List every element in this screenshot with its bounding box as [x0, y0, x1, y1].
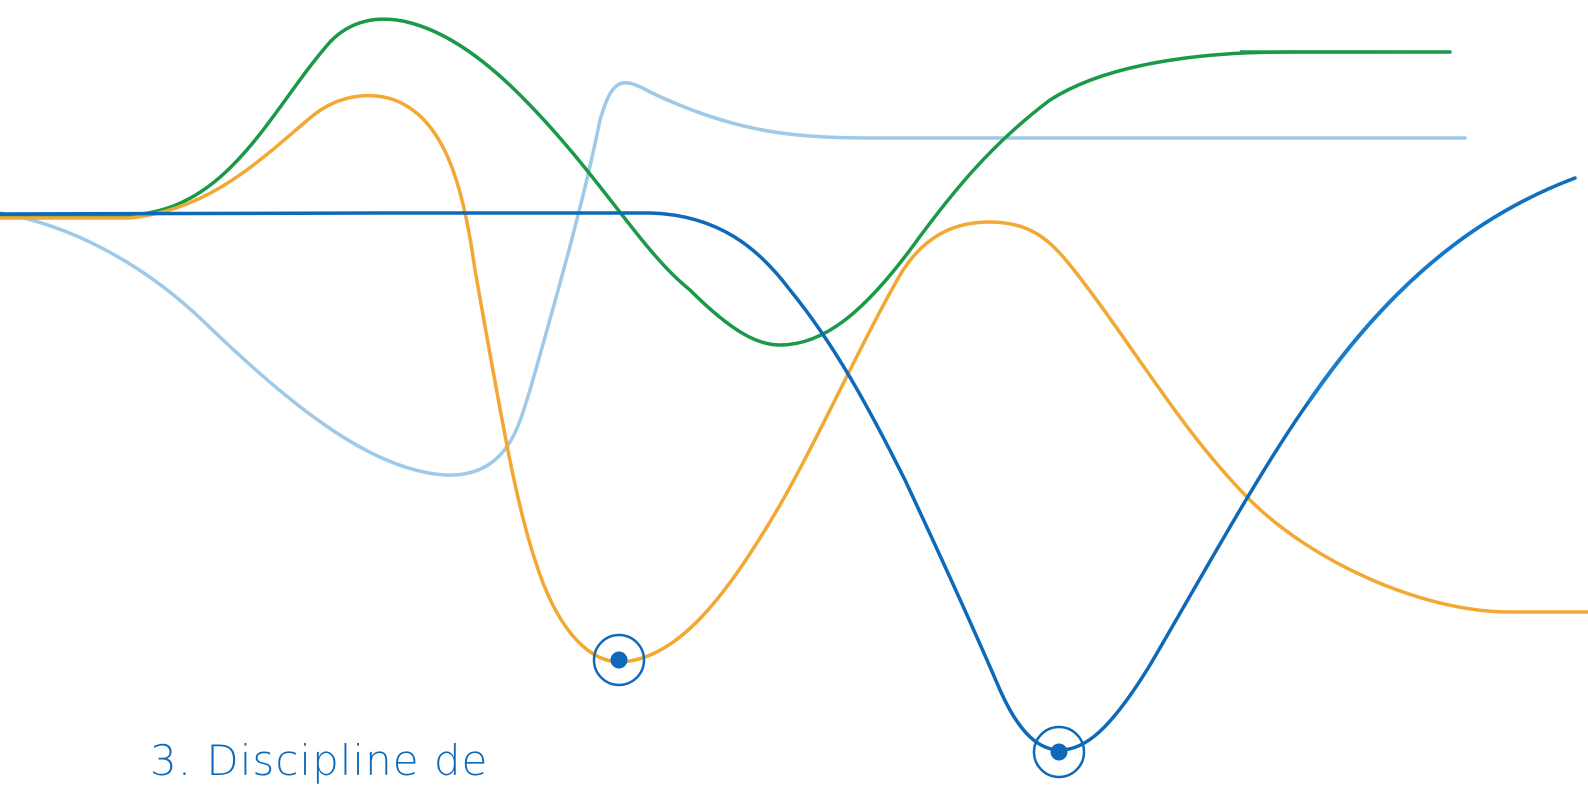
marker-orange-minimum	[592, 633, 646, 687]
orange-curve	[0, 93, 1588, 664]
marker-blue-minimum	[1032, 725, 1086, 779]
section-heading: 3. Discipline de	[150, 736, 489, 785]
green-curve	[0, 17, 1452, 347]
light-blue-curve	[0, 81, 1467, 477]
dark-blue-curve	[0, 176, 1577, 752]
dark-blue-curve-fade	[1308, 176, 1577, 402]
